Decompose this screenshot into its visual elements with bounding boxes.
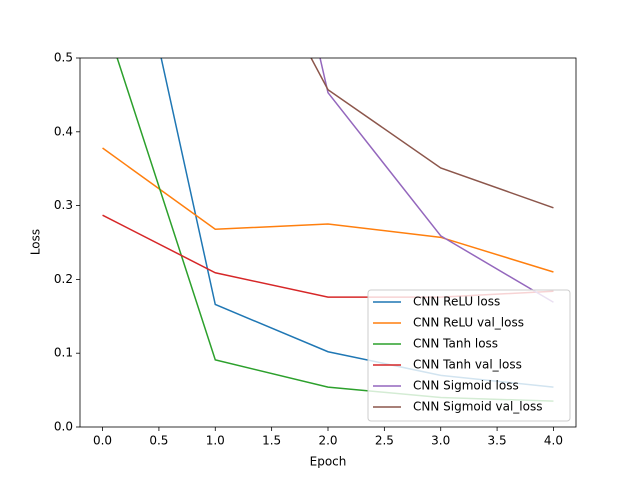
legend-label: CNN Sigmoid loss bbox=[413, 379, 519, 393]
x-axis-label: Epoch bbox=[310, 455, 347, 469]
series-line bbox=[102, 147, 554, 273]
y-tick-label: 0.2 bbox=[54, 272, 73, 286]
legend-label: CNN Tanh loss bbox=[413, 337, 498, 351]
y-tick-label: 0.1 bbox=[54, 346, 73, 360]
y-tick-label: 0.3 bbox=[54, 198, 73, 212]
x-tick-label: 2.5 bbox=[375, 434, 394, 448]
legend-box bbox=[367, 289, 571, 422]
legend-label: CNN ReLU loss bbox=[413, 295, 500, 309]
x-tick-label: 1.0 bbox=[206, 434, 225, 448]
y-tick-label: 0.0 bbox=[54, 420, 73, 434]
series-line bbox=[319, 58, 554, 303]
x-tick-label: 0.0 bbox=[93, 434, 112, 448]
x-tick-label: 3.5 bbox=[488, 434, 507, 448]
y-axis-label: Loss bbox=[29, 229, 43, 255]
legend-label: CNN ReLU val_loss bbox=[413, 316, 524, 330]
series-line bbox=[310, 58, 554, 209]
x-tick-label: 2.0 bbox=[318, 434, 337, 448]
legend-label: CNN Sigmoid val_loss bbox=[413, 400, 542, 414]
y-tick-label: 0.4 bbox=[54, 124, 73, 138]
y-tick-label: 0.5 bbox=[54, 51, 73, 65]
x-tick-label: 3.0 bbox=[431, 434, 450, 448]
series-line bbox=[102, 214, 554, 298]
x-tick-label: 0.5 bbox=[149, 434, 168, 448]
x-tick-label: 4.0 bbox=[544, 434, 563, 448]
legend-label: CNN Tanh val_loss bbox=[413, 358, 522, 372]
x-tick-label: 1.5 bbox=[262, 434, 281, 448]
